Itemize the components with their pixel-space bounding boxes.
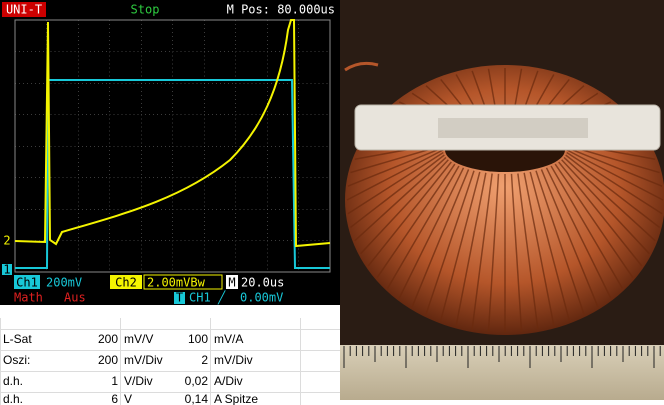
time-scale: 20.0us <box>241 276 284 290</box>
winding <box>561 159 650 255</box>
lead-wire <box>344 61 379 72</box>
ruler-edge <box>340 400 664 405</box>
trigger-source: CH1 <box>189 291 211 305</box>
table-cell: 1 <box>111 374 118 388</box>
winding <box>440 171 481 321</box>
math-state: Aus <box>64 291 86 305</box>
table-cell: d.h. <box>3 374 23 388</box>
time-label: M <box>228 276 235 290</box>
table-cell: 0,14 <box>185 392 209 405</box>
ch2-marker: 2 <box>3 234 10 248</box>
winding <box>523 172 555 326</box>
toroid-photo <box>340 0 664 405</box>
winding <box>360 159 449 255</box>
trigger-level: 0.00mV <box>240 291 283 305</box>
winding <box>349 154 445 229</box>
table-cell: A Spitze <box>214 392 258 405</box>
ruler-ticks <box>343 346 661 368</box>
trigger-label: T <box>176 291 183 305</box>
winding <box>554 163 634 279</box>
winding <box>411 169 470 308</box>
time-box <box>226 275 238 289</box>
ch2-scale-box <box>143 274 223 290</box>
winding <box>367 161 452 267</box>
table-cell: V <box>124 392 132 405</box>
winding <box>455 172 487 326</box>
winding <box>347 146 444 187</box>
math-label: Math <box>14 291 43 305</box>
table-cell: 0,02 <box>185 374 209 388</box>
winding <box>510 173 523 332</box>
oscilloscope: UNI-T Stop M Pos: 80.000us 2 1 Ch1 200mV… <box>0 0 340 305</box>
winding <box>558 161 643 267</box>
trigger-box <box>174 292 185 304</box>
run-state: Stop <box>131 3 160 17</box>
table-cell: A/Div <box>214 374 243 388</box>
winding <box>376 163 456 279</box>
table-cell: 200 <box>98 332 118 346</box>
winding <box>425 170 475 315</box>
position: M Pos: 80.000us <box>227 3 335 17</box>
ch1-marker-box <box>2 264 12 275</box>
winding <box>347 151 444 215</box>
table-cell: 2 <box>201 353 208 367</box>
winding <box>398 167 465 299</box>
table-cell: mV/Div <box>124 353 163 367</box>
table: L-Sat 200 mV/V 100 mV/A Oszi: 200 mV/Div 2 mV/Div… <box>0 318 340 405</box>
winding <box>487 173 500 332</box>
winding <box>565 154 661 229</box>
ch1-box <box>14 275 40 289</box>
winding <box>386 165 460 289</box>
winding <box>545 167 612 299</box>
table-cell: d.h. <box>3 392 23 405</box>
table-bg <box>0 318 340 405</box>
table-cell: L-Sat <box>3 332 32 346</box>
ch1-scale: 200mV <box>46 276 82 290</box>
ch2-trace <box>14 19 331 248</box>
winding <box>529 171 570 321</box>
winding <box>566 151 663 215</box>
table-cell: V/Div <box>124 374 153 388</box>
table-cell: mV/V <box>124 332 153 346</box>
table-cell: mV/Div <box>214 353 253 367</box>
brand: UNI-T <box>6 3 42 17</box>
winding <box>566 146 663 187</box>
winding <box>517 173 539 330</box>
ruler <box>340 345 664 400</box>
winding <box>563 156 656 242</box>
ch2-scale: 2.00mVBw <box>147 276 206 290</box>
winding <box>535 170 585 315</box>
trigger-slope: ╱ <box>217 290 226 305</box>
ch2-box <box>110 275 142 289</box>
table-cell: 100 <box>188 332 208 346</box>
ch1-label: Ch1 <box>16 276 38 290</box>
clamp-slot <box>438 118 588 138</box>
ch1-trace <box>15 79 330 269</box>
table-cell: 6 <box>111 392 118 405</box>
ch1-marker: 1 <box>3 263 10 277</box>
winding <box>354 156 447 242</box>
winding <box>346 149 444 201</box>
table-cell: 200 <box>98 353 118 367</box>
table-cell: Oszi: <box>3 353 30 367</box>
brand-box <box>2 2 46 17</box>
winding <box>550 165 624 289</box>
winding <box>540 169 599 308</box>
table-cell: mV/A <box>214 332 243 346</box>
winding <box>566 149 664 201</box>
winding <box>471 173 493 330</box>
ch2-label: Ch2 <box>115 276 137 290</box>
